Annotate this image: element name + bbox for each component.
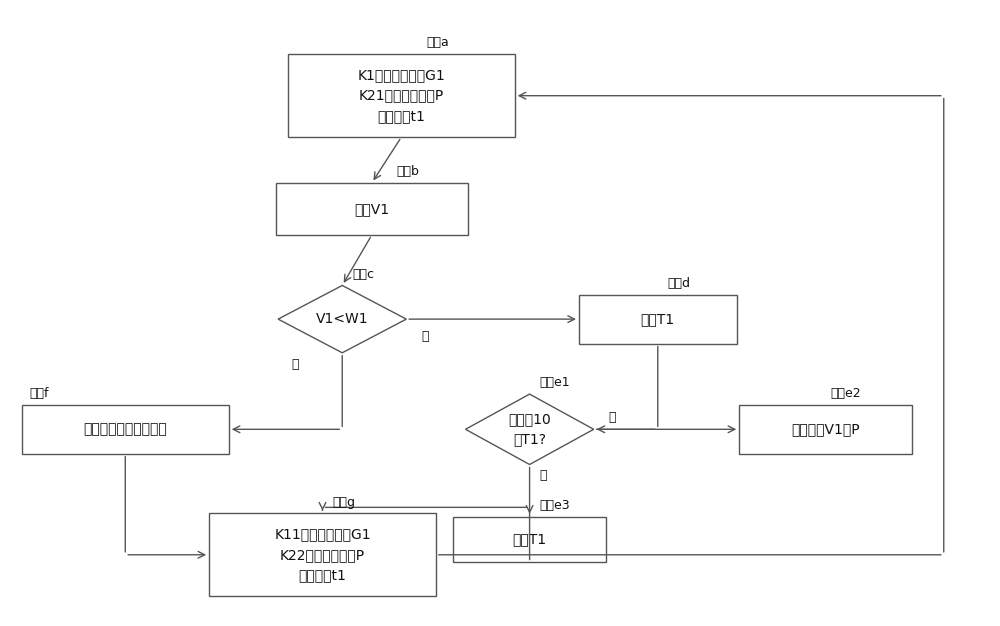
Text: 步骤d: 步骤d xyxy=(668,277,691,290)
FancyBboxPatch shape xyxy=(209,513,436,596)
Text: 即刻发送第一报警数据: 即刻发送第一报警数据 xyxy=(83,423,167,436)
Text: 否: 否 xyxy=(539,470,547,483)
FancyBboxPatch shape xyxy=(22,405,229,454)
Text: 循环了10
个T1?: 循环了10 个T1? xyxy=(508,413,551,446)
FancyBboxPatch shape xyxy=(276,183,468,235)
Text: 步骤b: 步骤b xyxy=(396,165,419,178)
FancyBboxPatch shape xyxy=(453,516,606,562)
FancyBboxPatch shape xyxy=(739,405,912,454)
Text: 步骤a: 步骤a xyxy=(426,36,449,49)
FancyBboxPatch shape xyxy=(288,54,515,137)
Text: 等待T1: 等待T1 xyxy=(641,312,675,326)
Polygon shape xyxy=(465,394,594,464)
Text: 是: 是 xyxy=(421,330,429,343)
Text: 发送最新V1和P: 发送最新V1和P xyxy=(791,423,860,436)
Text: 步骤g: 步骤g xyxy=(332,496,355,508)
Polygon shape xyxy=(278,285,406,353)
Text: 步骤f: 步骤f xyxy=(30,387,49,400)
Text: 步骤c: 步骤c xyxy=(352,267,374,280)
Text: 是: 是 xyxy=(608,411,616,424)
Text: 累加T1: 累加T1 xyxy=(513,533,547,546)
Text: K1采样频率采集G1
K21采样频率采集P
采样持续t1: K1采样频率采集G1 K21采样频率采集P 采样持续t1 xyxy=(358,68,445,123)
FancyBboxPatch shape xyxy=(579,295,737,344)
Text: V1<W1: V1<W1 xyxy=(316,312,369,326)
Text: 步骤e1: 步骤e1 xyxy=(539,376,570,389)
Text: 获得V1: 获得V1 xyxy=(354,202,389,216)
Text: 步骤e3: 步骤e3 xyxy=(539,499,570,511)
Text: 步骤e2: 步骤e2 xyxy=(830,387,861,400)
Text: 否: 否 xyxy=(291,357,299,371)
Text: K11采样频率采集G1
K22采样频率采集P
采样持续t1: K11采样频率采集G1 K22采样频率采集P 采样持续t1 xyxy=(274,527,371,582)
